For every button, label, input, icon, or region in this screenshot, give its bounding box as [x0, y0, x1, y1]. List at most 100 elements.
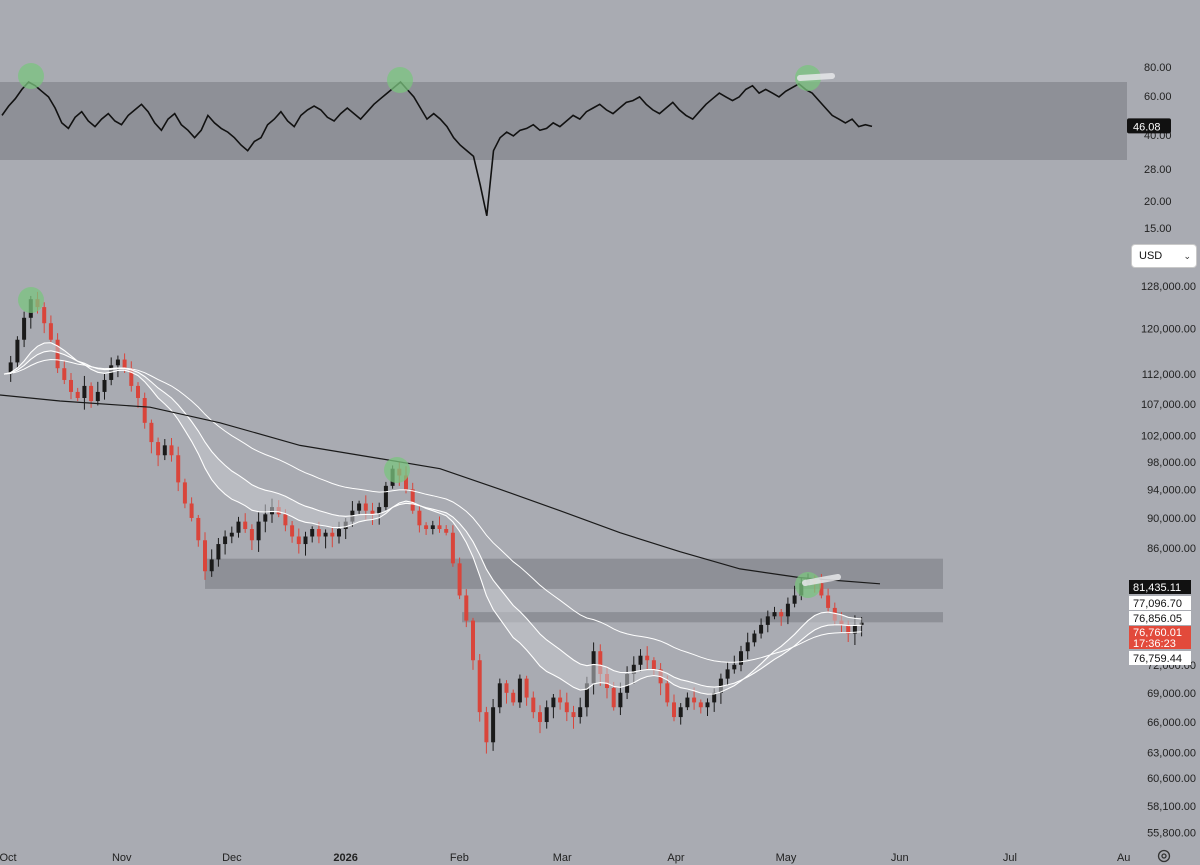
candle-body — [511, 692, 516, 703]
price-tag-label: 76,759.44 — [1133, 653, 1182, 665]
candle-body — [718, 678, 723, 693]
candle-body — [651, 660, 656, 670]
candle-body — [678, 707, 683, 718]
candle-body — [136, 385, 140, 398]
date-tick-label: Jun — [891, 852, 909, 864]
rsi-tick-label: 60.00 — [1144, 91, 1172, 103]
candle-body — [22, 317, 27, 340]
gear-icon[interactable] — [1157, 849, 1171, 863]
candle-body — [303, 536, 308, 545]
price-tick-label: 98,000.00 — [1147, 457, 1196, 469]
candle-body — [102, 379, 107, 392]
resistance-zone — [205, 558, 943, 589]
candle-body — [417, 510, 422, 526]
candle-body — [95, 391, 100, 402]
price-tag-label: 81,435.11 — [1133, 582, 1181, 594]
sma-200-line — [0, 394, 881, 585]
date-tick-label: Apr — [667, 852, 684, 864]
date-tick-label: Feb — [450, 852, 469, 864]
candle-body — [712, 692, 717, 703]
candle-body — [42, 307, 47, 324]
price-tag-label: 17:36:23 — [1133, 638, 1176, 650]
candle-body — [571, 712, 576, 718]
candle-body — [189, 503, 194, 518]
price-tag-label: 76,760.01 — [1133, 627, 1182, 639]
candle-body — [611, 688, 616, 708]
rsi-tick-label: 28.00 — [1144, 164, 1172, 176]
price-panel — [0, 287, 943, 754]
candle-body — [209, 559, 214, 572]
price-tick-label: 102,000.00 — [1141, 431, 1196, 443]
price-tick-label: 94,000.00 — [1147, 484, 1196, 496]
candle-body — [149, 422, 154, 443]
chevron-down-icon: ⌄ — [1183, 250, 1191, 261]
candle-body — [370, 510, 375, 515]
candle-body — [819, 583, 824, 596]
candle-body — [82, 385, 87, 398]
price-tag — [1129, 651, 1191, 665]
price-tag-label: 76,856.05 — [1133, 613, 1182, 625]
candle-body — [437, 525, 442, 530]
price-tag — [1129, 611, 1191, 625]
date-tick-label: Au — [1117, 852, 1130, 864]
candle-body — [330, 532, 335, 537]
price-peak-marker — [384, 457, 410, 483]
rsi-tick-label: 15.00 — [1144, 223, 1172, 235]
currency-selector[interactable]: USD ⌄ — [1131, 244, 1197, 268]
price-tick-label: 107,000.00 — [1141, 399, 1196, 411]
candle-body — [357, 503, 362, 511]
rsi-panel — [0, 63, 1127, 216]
candle-body — [75, 391, 80, 398]
candle-body — [256, 521, 261, 541]
candle-body — [745, 642, 750, 652]
candle-body — [457, 563, 462, 596]
candle-body — [363, 503, 368, 511]
candle-body — [772, 612, 777, 617]
candle-body — [55, 339, 60, 369]
ema-slow-line — [3, 350, 862, 688]
candle-body — [223, 536, 228, 545]
candle-body — [531, 697, 536, 713]
candle-body — [203, 540, 207, 572]
candle-body — [765, 616, 770, 625]
candle-body — [792, 595, 797, 604]
candle-body — [430, 525, 435, 530]
price-tick-label: 86,000.00 — [1147, 543, 1196, 555]
candle-body — [48, 323, 53, 340]
candle-body — [236, 521, 241, 533]
rsi-current-value: 46.08 — [1133, 121, 1161, 133]
rsi-current-tag — [1127, 118, 1171, 134]
candle-body — [685, 697, 690, 708]
candle-body — [410, 489, 415, 511]
date-tick-label: Dec — [222, 852, 242, 864]
support-zone — [462, 612, 943, 623]
price-tag — [1129, 637, 1191, 649]
candle-body — [182, 482, 187, 504]
candle-body — [618, 692, 623, 708]
candle-body — [692, 697, 697, 703]
candle-body — [517, 678, 522, 703]
candle-body — [544, 707, 549, 723]
candle-body — [156, 442, 161, 456]
candle-body — [698, 702, 703, 708]
ema-mid-line — [3, 358, 862, 663]
candle-body — [69, 379, 73, 392]
candle-body — [129, 368, 134, 386]
candle-body — [176, 455, 181, 483]
candle-body — [316, 529, 321, 537]
candle-body — [122, 359, 127, 369]
candle-body — [444, 529, 449, 533]
candle-body — [263, 514, 268, 522]
candle-body — [631, 664, 636, 674]
candle-body — [283, 514, 288, 526]
candle-body — [404, 475, 408, 490]
candle-body — [484, 712, 489, 743]
price-tick-label: 120,000.00 — [1141, 324, 1196, 336]
rsi-tick-label: 20.00 — [1144, 196, 1172, 208]
candle-body — [229, 532, 234, 537]
currency-value: USD — [1139, 250, 1163, 262]
ema-fast-line — [3, 342, 862, 695]
rsi-peak-marker — [387, 67, 413, 93]
candle-body — [243, 521, 248, 530]
